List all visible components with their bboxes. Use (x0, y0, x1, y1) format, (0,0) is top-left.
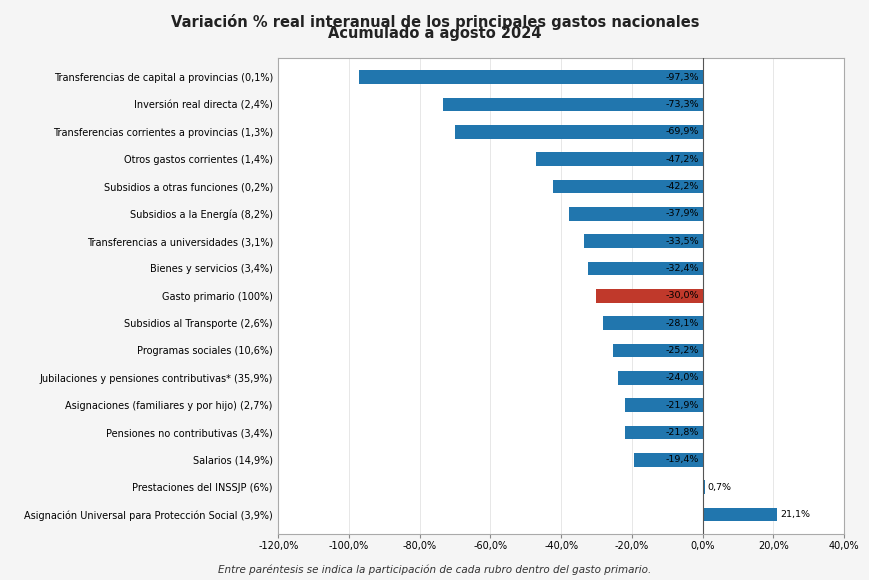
Bar (553, 180, 702, 193)
Text: Variación % real interanual de los principales gastos nacionales: Variación % real interanual de los princ… (170, 14, 699, 31)
Text: -69,9%: -69,9% (665, 127, 698, 136)
Text: -28,1%: -28,1% (665, 318, 698, 328)
Text: -24,0%: -24,0% (665, 374, 698, 382)
Text: -97,3%: -97,3% (665, 72, 698, 82)
Text: -25,2%: -25,2% (665, 346, 698, 355)
Text: -73,3%: -73,3% (665, 100, 698, 109)
Bar (583, 234, 702, 248)
Text: Acumulado a agosto 2024: Acumulado a agosto 2024 (328, 26, 541, 41)
Text: -19,4%: -19,4% (665, 455, 698, 465)
Bar (535, 153, 702, 166)
Text: 21,1%: 21,1% (779, 510, 809, 519)
Text: -21,9%: -21,9% (665, 401, 698, 409)
Bar (625, 426, 702, 439)
Bar (702, 480, 704, 494)
Bar (702, 508, 776, 521)
Bar (634, 453, 702, 467)
Bar (602, 316, 702, 330)
Text: -42,2%: -42,2% (665, 182, 698, 191)
Bar (617, 371, 702, 385)
Text: -30,0%: -30,0% (665, 291, 698, 300)
Bar (587, 262, 702, 275)
Text: -37,9%: -37,9% (665, 209, 698, 218)
Text: Entre paréntesis se indica la participación de cada rubro dentro del gasto prima: Entre paréntesis se indica la participac… (218, 565, 651, 575)
Bar (613, 343, 702, 357)
Text: -47,2%: -47,2% (665, 155, 698, 164)
Text: 0,7%: 0,7% (707, 483, 731, 492)
Text: -32,4%: -32,4% (665, 264, 698, 273)
Bar (455, 125, 702, 139)
Bar (625, 398, 702, 412)
Bar (596, 289, 702, 303)
Bar (443, 97, 702, 111)
Bar (568, 207, 702, 220)
Bar (358, 70, 702, 84)
Text: -21,8%: -21,8% (665, 428, 698, 437)
Text: -33,5%: -33,5% (665, 237, 698, 246)
